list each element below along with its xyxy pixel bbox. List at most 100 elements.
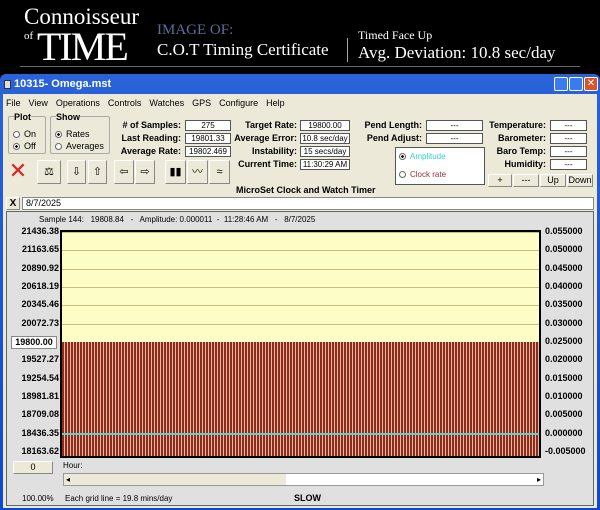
scroll-left-icon[interactable]: ◂ [66,475,71,484]
barometer-label: Barometer: [497,133,546,143]
clear-date-button[interactable]: X [6,197,20,210]
menu-bar: File View Operations Controls Watches GPS Conf… [6,98,293,109]
left-tick-label: 21436.38 [21,226,59,236]
instability-value: 15 secs/day [300,146,350,157]
menu-controls[interactable]: Controls [107,98,142,108]
target-rate-value: 19800.00 [300,120,350,131]
gridline [62,232,539,233]
average-rate-value: 19802.469 [185,146,231,157]
show-rates-radio[interactable]: Rates [55,129,90,140]
right-tick-label: 0.025000 [545,336,583,346]
left-tick-label: 20345.46 [21,299,59,310]
scroll-thumb[interactable] [64,474,286,485]
wave-icon[interactable]: ≈ [209,160,230,184]
arrow-right-icon[interactable]: ⇨ [135,160,155,184]
grid-note: Each grid line = 19.8 mins/day [65,494,173,503]
right-tick-label: 0.045000 [545,262,583,273]
menu-file[interactable]: File [6,98,21,108]
temperature-label: Temperature: [489,120,546,130]
baro-temp-label: Baro Temp: [496,146,546,156]
horizontal-scrollbar[interactable]: ◂ ▸ [63,473,544,486]
show-averages-radio[interactable]: Averages [55,141,104,152]
app-icon [4,80,11,89]
menu-watches[interactable]: Watches [149,98,185,108]
baro-temp-value: --- [550,146,587,157]
right-tick-label: 0.000000 [545,427,583,438]
pend-adjust-value: --- [426,133,483,144]
samples-value: 275 [185,120,231,131]
clock-rate-radio[interactable]: Clock rate [399,169,446,180]
rate-bars [62,341,539,456]
date-input[interactable]: 8/7/2025 [22,197,594,210]
target-rate-label: Target Rate: [245,120,297,130]
position-label: Timed Face Up [358,28,433,42]
plus-button[interactable]: + [488,174,512,187]
minus-button[interactable]: --- [513,174,539,187]
samples-label: # of Samples: [122,120,181,130]
balance-icon[interactable]: ⚖ [37,160,61,184]
radio-label: Clock rate [410,170,447,179]
down-button[interactable]: Down [567,174,593,187]
right-tick-label: 0.005000 [545,409,583,420]
instability-label: Instability: [251,146,297,156]
delete-icon[interactable]: ✕ [7,158,29,184]
menu-operations[interactable]: Operations [55,98,100,108]
scroll-right-icon[interactable]: ▸ [536,475,541,484]
left-tick-label: 18163.62 [21,446,59,456]
logo-of: of [24,30,34,42]
right-tick-label: 0.030000 [545,317,583,328]
mode-panel: Amplitude Clock rate [395,147,485,185]
hour-field[interactable]: 0 [13,461,53,474]
image-of-label: IMAGE OF: [157,22,234,38]
plot-group-label: Plot [14,112,31,123]
line-chart-icon[interactable]: 〰 [187,160,208,184]
menu-view[interactable]: View [28,98,48,108]
last-reading-value: 19801.33 [185,133,231,144]
gridline [62,323,539,325]
banner: Connoisseur of TIME IMAGE OF: C.O.T Timi… [0,0,600,72]
chart-panel: Sample 144: 19808.84 - Amplitude: 0.0000… [6,211,594,506]
amplitude-radio[interactable]: Amplitude [399,151,446,162]
maximize-button[interactable] [569,77,583,91]
menu-gps[interactable]: GPS [192,98,212,108]
close-button[interactable]: ✕ [584,77,598,91]
pend-length-label: Pend Length: [364,120,423,130]
average-error-label: Average Error: [234,133,297,143]
left-tick-label: 20618.19 [21,281,59,291]
left-tick-label: 18436.35 [21,427,59,438]
right-tick-label: 0.010000 [545,391,583,401]
radio-label: Rates [66,129,90,139]
arrow-down-icon[interactable]: ⇩ [67,160,86,184]
amplitude-line [62,432,539,435]
average-error-value: 10.8 sec/day [300,133,350,144]
logo-text: Connoisseur [24,4,139,29]
bar-chart-icon[interactable]: ▮▮ [165,160,186,184]
avg-deviation: Avg. Deviation: 10.8 sec/day [358,43,556,62]
left-tick-label: 20072.73 [21,317,59,328]
menu-help[interactable]: Help [266,98,285,108]
gridline [62,268,539,270]
logo-time: TIME [37,24,129,69]
plot-on-radio[interactable]: On [13,129,36,140]
left-tick-label: 18981.81 [21,391,59,401]
arrow-left-icon[interactable]: ⇦ [114,160,134,184]
left-tick-label: 19527.27 [21,354,59,365]
direction-status: SLOW [294,493,321,503]
temperature-value: --- [550,120,587,131]
current-time-value: 11:30:29 AM [300,159,350,170]
app-window: 10315- Omega.mst ✕ File View Operations Con… [0,74,600,510]
left-tick-label: 20890.92 [21,262,59,273]
sample-header: Sample 144: 19808.84 - Amplitude: 0.0000… [39,215,316,224]
current-time-label: Current Time: [238,159,297,169]
up-button[interactable]: Up [540,174,566,187]
plot-off-radio[interactable]: Off [13,141,36,152]
humidity-label: Humidity: [504,159,547,169]
client-area: File View Operations Controls Watches GPS Conf… [3,94,597,508]
menu-configure[interactable]: Configure [219,98,259,108]
left-tick-label: 18709.08 [21,409,59,420]
arrow-up-icon[interactable]: ⇧ [88,160,107,184]
minimize-button[interactable] [554,77,568,91]
radio-label: On [24,129,37,139]
last-reading-label: Last Reading: [121,133,181,143]
average-rate-label: Average Rate: [120,146,181,156]
